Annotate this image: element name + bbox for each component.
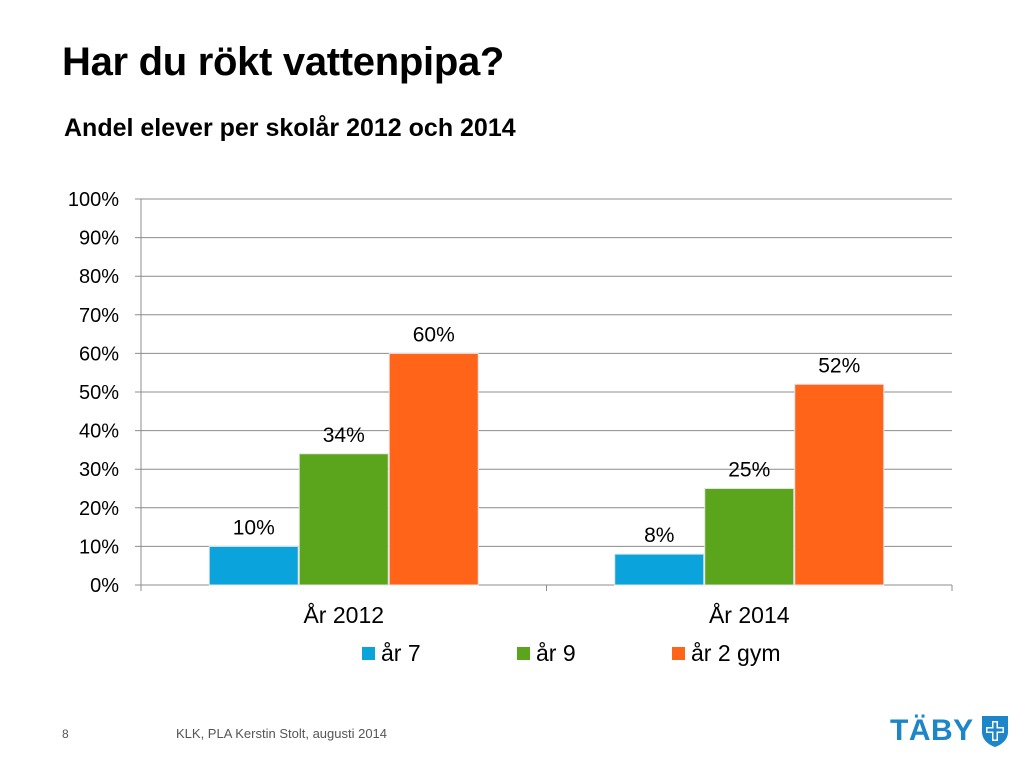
legend-label-year-9: år 9 — [536, 640, 576, 666]
chart-legend: år 7 år 9 år 2 gym — [0, 640, 1024, 670]
page-title: Har du rökt vattenpipa? — [62, 40, 505, 84]
bar-chart: 0% 10% 20% 30% 40% 50% 60% 70% 80% 90% 100% 10% 34% 6… — [68, 189, 953, 628]
x-category-label: År 2014 — [709, 601, 790, 628]
legend-swatch-year-7 — [362, 647, 375, 660]
y-tick-label: 30% — [79, 459, 119, 481]
page-number: 8 — [62, 727, 69, 741]
data-label: 34% — [323, 424, 365, 447]
bar — [388, 352, 479, 586]
data-label: 52% — [818, 354, 860, 377]
y-tick-label: 20% — [79, 498, 119, 520]
legend-label-gym-2: år 2 gym — [691, 640, 781, 666]
y-tick-label: 40% — [79, 421, 119, 443]
footer-text: KLK, PLA Kerstin Stolt, augusti 2014 — [176, 726, 388, 741]
legend-label-year-7: år 7 — [381, 640, 421, 666]
legend-item-year-7: år 7 — [362, 640, 421, 667]
legend-swatch-year-9 — [517, 647, 530, 660]
y-tick-label: 10% — [79, 536, 119, 558]
taby-logo: TÄBY — [890, 714, 1010, 748]
y-tick-label: 50% — [79, 382, 119, 404]
y-tick-label: 100% — [68, 189, 119, 211]
page-subtitle: Andel elever per skolår 2012 och 2014 — [64, 114, 516, 142]
legend-item-gym-2: år 2 gym — [672, 640, 780, 667]
data-label: 25% — [728, 459, 770, 482]
y-tick-label: 90% — [79, 228, 119, 250]
x-category-label: År 2012 — [303, 601, 384, 628]
logo-text: TÄBY — [890, 714, 974, 747]
legend-swatch-gym-2 — [672, 647, 685, 660]
data-label: 10% — [233, 516, 275, 539]
y-tick-label: 0% — [90, 575, 119, 597]
data-label: 60% — [413, 323, 455, 346]
bar — [614, 553, 705, 586]
legend-item-year-9: år 9 — [517, 640, 576, 667]
data-label: 8% — [644, 524, 674, 547]
y-tick-label: 70% — [79, 305, 119, 327]
bar — [298, 453, 389, 586]
bar — [704, 488, 795, 586]
shield-cross-icon — [981, 716, 1008, 747]
y-tick-label: 60% — [79, 343, 119, 365]
bar — [794, 383, 885, 586]
y-tick-label: 80% — [79, 266, 119, 288]
bar — [208, 545, 299, 586]
